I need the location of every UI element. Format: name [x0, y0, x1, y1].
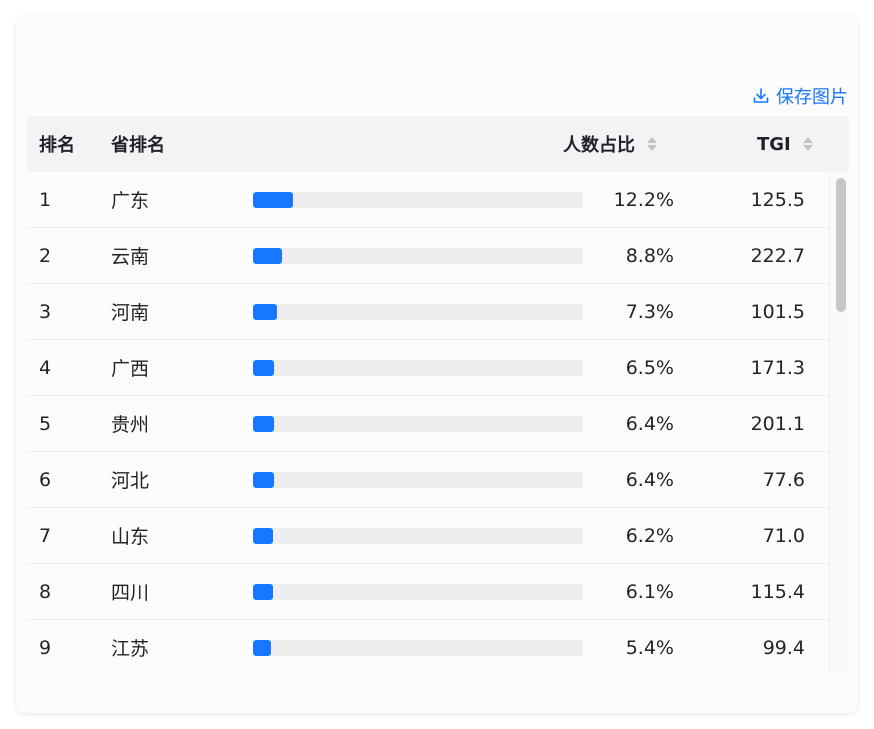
rank-cell: 7	[39, 524, 52, 547]
table-row: 3 河南 7.3% 101.5	[27, 284, 829, 340]
province-cell: 江苏	[111, 638, 150, 660]
vertical-scrollbar[interactable]	[829, 172, 849, 674]
share-cell: 7.3%	[625, 300, 674, 323]
share-bar-track	[253, 584, 583, 600]
share-bar-fill	[253, 304, 277, 320]
share-cell: 6.4%	[625, 468, 674, 491]
share-bar-fill	[253, 416, 274, 432]
share-bar-fill	[253, 584, 273, 600]
scrollbar-thumb[interactable]	[836, 178, 846, 312]
share-bar-fill	[253, 528, 274, 544]
table-row: 7 山东 6.2% 71.0	[27, 508, 829, 564]
header-tgi: TGI	[757, 133, 791, 155]
save-image-label: 保存图片	[776, 87, 848, 108]
share-bar-track	[253, 360, 583, 376]
tgi-cell: 99.4	[762, 636, 805, 659]
tgi-cell: 201.1	[750, 412, 805, 435]
table-row: 9 江苏 5.4% 99.4	[27, 620, 829, 674]
province-ranking-card: 保存图片 排名 省排名 人数占比 TGI 1 广东 12.2% 125.5 2 云南 8.8…	[16, 16, 858, 713]
share-bar-track	[253, 192, 583, 208]
share-cell: 8.8%	[625, 244, 674, 267]
province-cell: 广西	[111, 358, 150, 380]
province-cell: 山东	[111, 526, 150, 548]
rank-cell: 1	[39, 188, 52, 211]
share-cell: 6.2%	[625, 524, 674, 547]
share-cell: 12.2%	[613, 188, 674, 211]
share-cell: 6.5%	[625, 356, 674, 379]
share-bar-fill	[253, 192, 293, 208]
share-bar-track	[253, 528, 583, 544]
header-tgi-sort[interactable]: TGI	[757, 116, 813, 172]
table-row: 4 广西 6.5% 171.3	[27, 340, 829, 396]
tgi-cell: 77.6	[762, 468, 805, 491]
rank-cell: 8	[39, 580, 52, 603]
rank-cell: 3	[39, 300, 52, 323]
share-bar-track	[253, 304, 583, 320]
share-cell: 6.4%	[625, 412, 674, 435]
province-cell: 广东	[111, 190, 150, 212]
share-cell: 6.1%	[625, 580, 674, 603]
tgi-cell: 101.5	[750, 300, 805, 323]
province-cell: 云南	[111, 246, 150, 268]
share-bar-fill	[253, 472, 274, 488]
share-bar-track	[253, 248, 583, 264]
rank-cell: 9	[39, 636, 52, 659]
rank-cell: 5	[39, 412, 52, 435]
tgi-cell: 125.5	[750, 188, 805, 211]
share-bar-fill	[253, 360, 275, 376]
province-cell: 四川	[111, 582, 150, 604]
table-row: 8 四川 6.1% 115.4	[27, 564, 829, 620]
table-body: 1 广东 12.2% 125.5 2 云南 8.8% 222.7 3 河南 7.3% 101.5 4 广西…	[27, 172, 829, 674]
header-rank: 排名	[39, 135, 75, 156]
header-province: 省排名	[111, 135, 165, 156]
tgi-cell: 222.7	[750, 244, 805, 267]
province-cell: 河南	[111, 302, 150, 324]
rank-cell: 2	[39, 244, 52, 267]
save-image-button[interactable]: 保存图片	[752, 84, 848, 108]
header-share-sort[interactable]: 人数占比	[563, 116, 657, 172]
sort-icon[interactable]	[802, 137, 813, 151]
header-share: 人数占比	[563, 135, 635, 156]
share-bar-track	[253, 472, 583, 488]
table-row: 2 云南 8.8% 222.7	[27, 228, 829, 284]
share-bar-fill	[253, 640, 271, 656]
tgi-cell: 171.3	[750, 356, 805, 379]
share-bar-fill	[253, 248, 282, 264]
table-row: 6 河北 6.4% 77.6	[27, 452, 829, 508]
table-row: 5 贵州 6.4% 201.1	[27, 396, 829, 452]
share-bar-track	[253, 416, 583, 432]
table-header: 排名 省排名 人数占比 TGI	[27, 116, 849, 172]
share-cell: 5.4%	[625, 636, 674, 659]
tgi-cell: 115.4	[750, 580, 805, 603]
rank-cell: 6	[39, 468, 52, 491]
sort-icon[interactable]	[647, 137, 657, 151]
table-row: 1 广东 12.2% 125.5	[27, 172, 829, 228]
rank-cell: 4	[39, 356, 52, 379]
ranking-table: 排名 省排名 人数占比 TGI 1 广东 12.2% 125.5 2 云南 8.8% 222.…	[27, 116, 849, 674]
download-icon	[753, 88, 769, 103]
province-cell: 河北	[111, 470, 150, 492]
share-bar-track	[253, 640, 583, 656]
province-cell: 贵州	[111, 414, 150, 436]
tgi-cell: 71.0	[762, 524, 805, 547]
